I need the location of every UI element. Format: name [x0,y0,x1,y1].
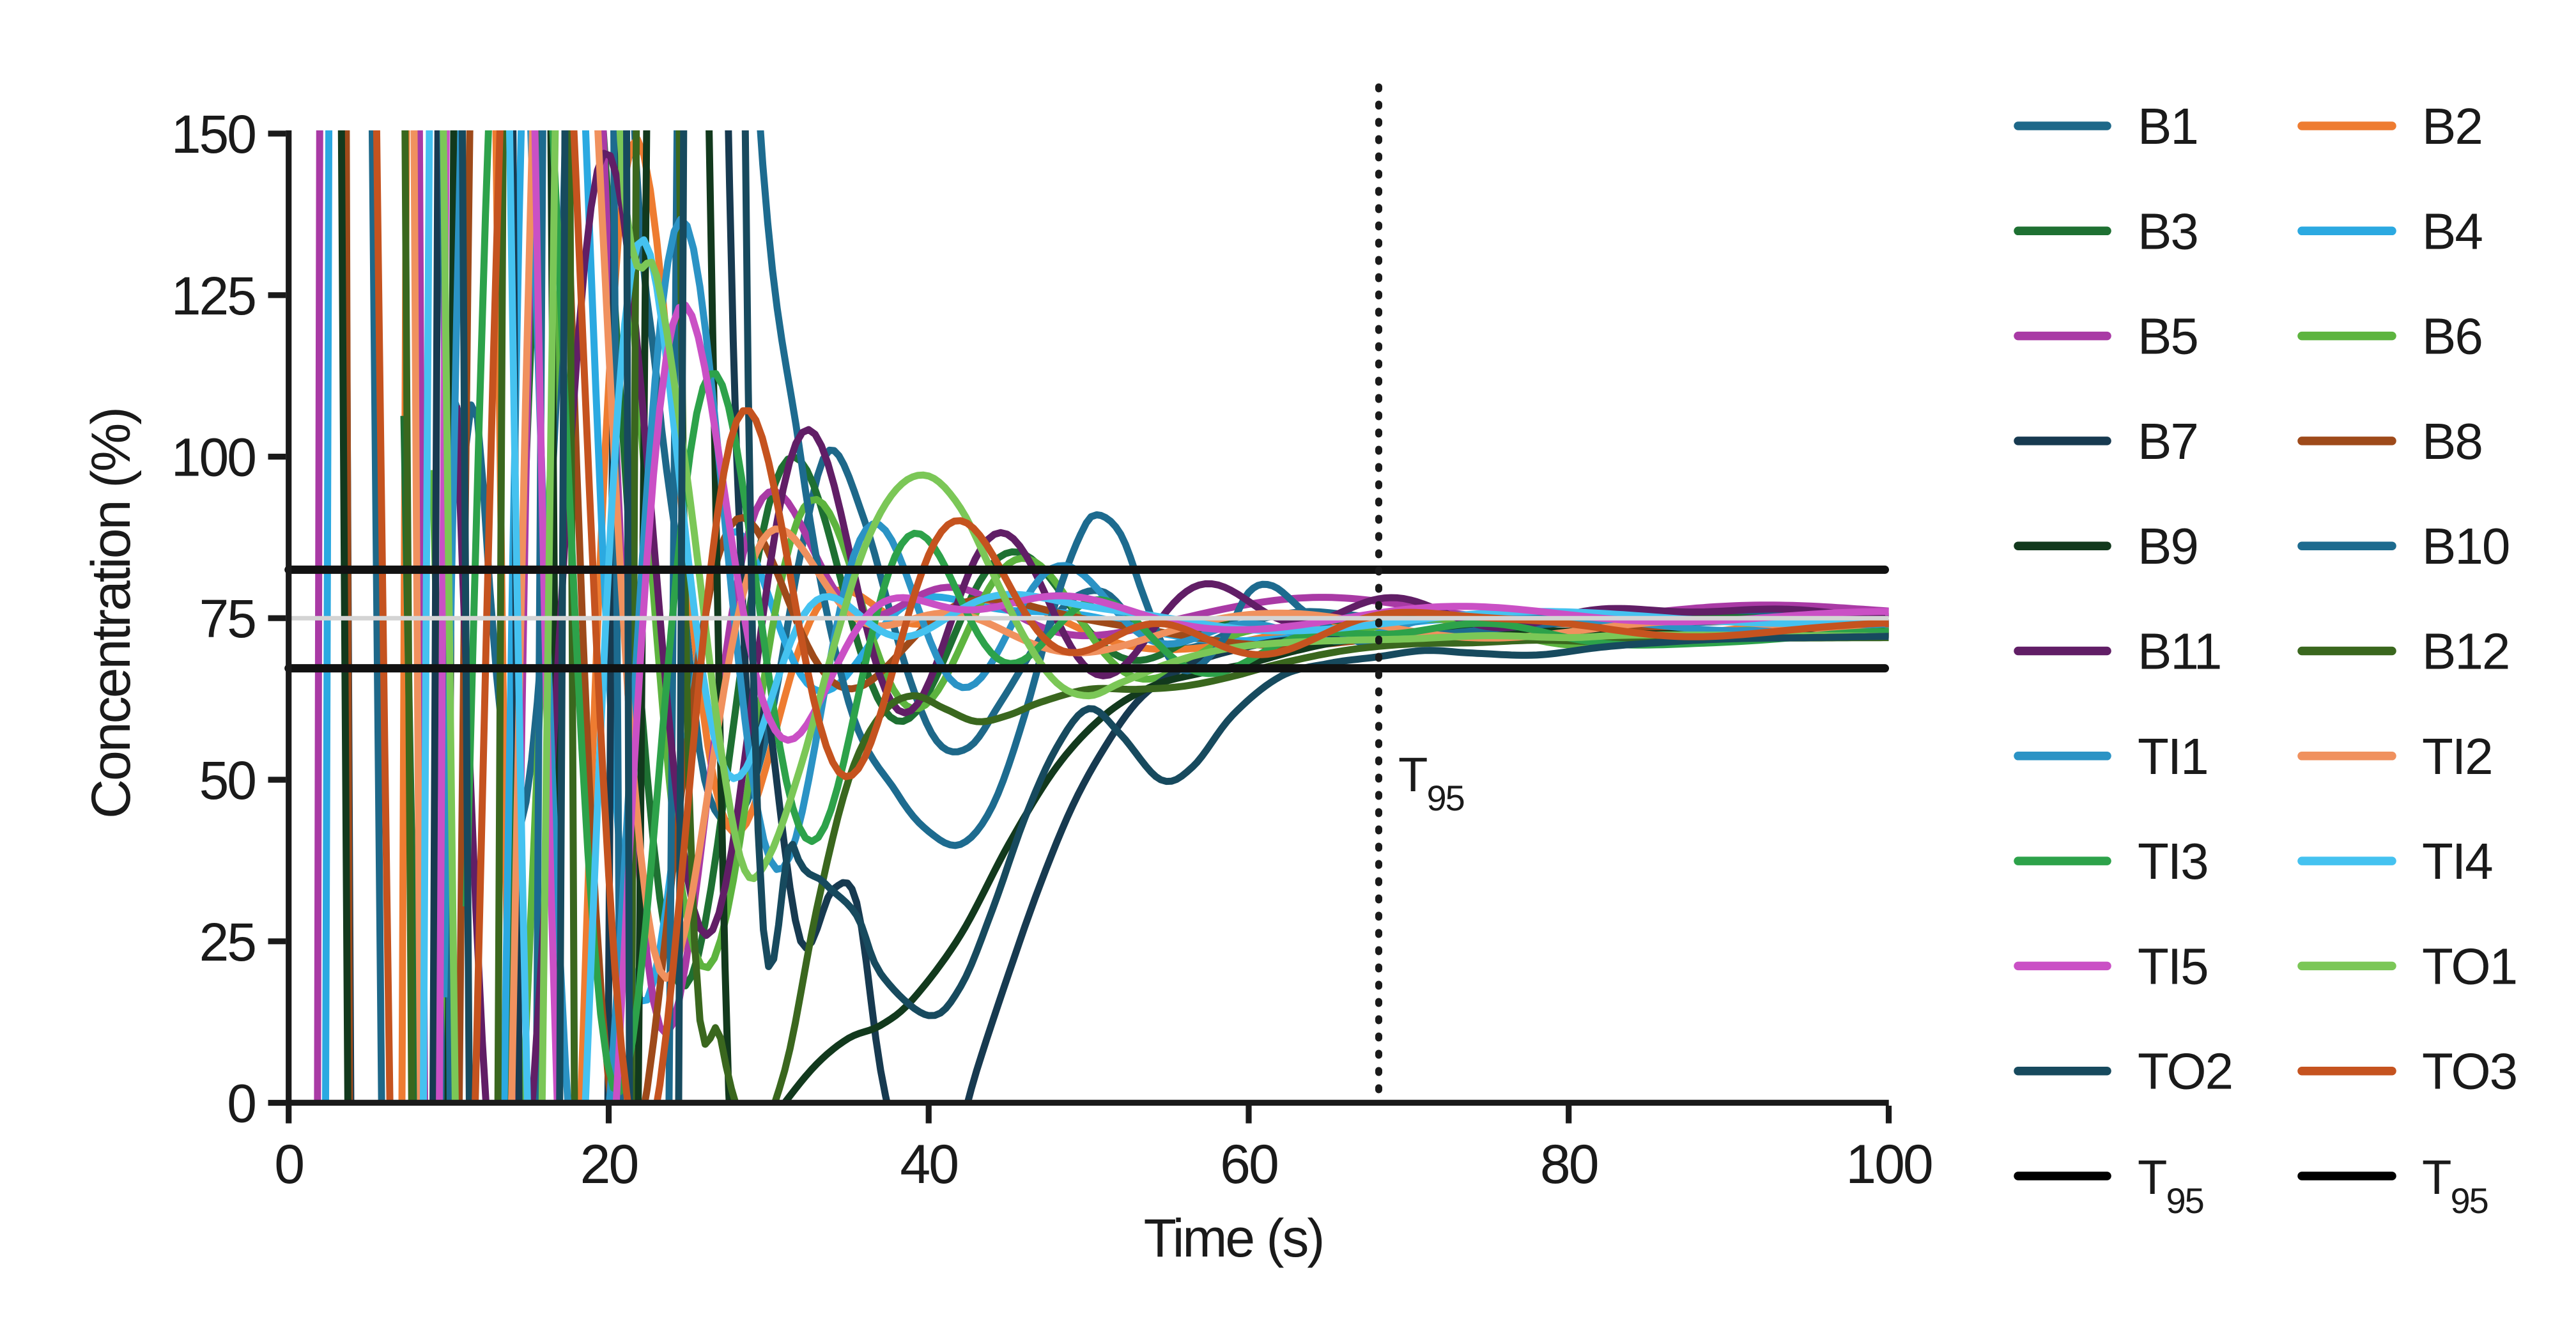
svg-text:25: 25 [199,912,256,972]
svg-text:125: 125 [171,266,255,326]
svg-text:TI4: TI4 [2422,833,2492,890]
svg-text:0: 0 [227,1074,255,1134]
svg-text:TO3: TO3 [2422,1043,2517,1100]
svg-text:B8: B8 [2422,413,2482,470]
svg-text:20: 20 [580,1134,638,1195]
svg-text:100: 100 [1846,1134,1932,1195]
svg-text:0: 0 [274,1134,303,1195]
svg-text:TI3: TI3 [2138,833,2208,890]
svg-text:B7: B7 [2138,413,2198,470]
svg-text:TO1: TO1 [2422,938,2517,994]
svg-text:B10: B10 [2422,518,2509,575]
svg-text:80: 80 [1540,1134,1598,1195]
svg-text:50: 50 [199,750,256,810]
svg-text:150: 150 [171,104,255,164]
svg-text:TI1: TI1 [2138,728,2208,785]
svg-text:B3: B3 [2138,203,2198,259]
svg-text:100: 100 [171,428,255,488]
svg-text:Time (s): Time (s) [1144,1208,1323,1268]
svg-text:TI5: TI5 [2138,938,2208,994]
svg-text:B11: B11 [2138,623,2221,680]
svg-text:Concentration (%): Concentration (%) [81,408,142,819]
svg-text:B6: B6 [2422,308,2482,365]
svg-text:B12: B12 [2422,623,2509,680]
svg-text:B1: B1 [2138,98,2198,155]
svg-text:TI2: TI2 [2422,728,2492,785]
svg-text:B4: B4 [2422,203,2482,259]
svg-text:75: 75 [199,589,256,649]
svg-text:60: 60 [1220,1134,1277,1195]
svg-text:TO2: TO2 [2138,1043,2232,1100]
svg-text:40: 40 [900,1134,957,1195]
svg-text:B9: B9 [2138,518,2198,575]
svg-text:B5: B5 [2138,308,2198,365]
svg-text:B2: B2 [2422,98,2482,155]
